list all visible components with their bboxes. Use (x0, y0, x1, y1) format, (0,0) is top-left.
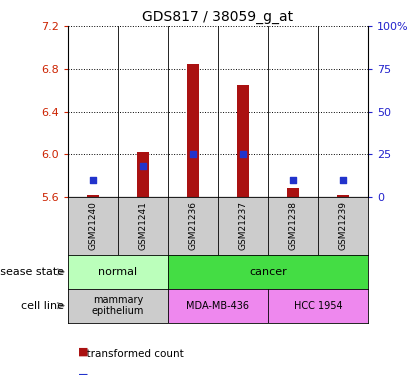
Bar (136, 152, 149, 197)
Bar (68, 255, 168, 289)
Point (240, 151, 246, 157)
Text: GSM21237: GSM21237 (238, 201, 247, 250)
Bar (337, 195, 349, 197)
Text: normal: normal (98, 267, 137, 277)
Text: GSM21236: GSM21236 (188, 201, 197, 250)
Point (290, 177, 296, 183)
Bar (237, 85, 249, 197)
Text: cancer: cancer (249, 267, 287, 277)
Text: disease state: disease state (0, 267, 64, 277)
Bar (187, 64, 199, 197)
Text: ■: ■ (78, 347, 89, 357)
Bar (87, 195, 99, 197)
Text: transformed count: transformed count (80, 349, 184, 359)
Title: GDS817 / 38059_g_at: GDS817 / 38059_g_at (142, 10, 293, 24)
Text: HCC 1954: HCC 1954 (293, 301, 342, 310)
Bar (168, 289, 268, 322)
Bar (286, 188, 299, 197)
Text: GSM21241: GSM21241 (139, 201, 147, 250)
Bar (268, 289, 368, 322)
Text: GSM21238: GSM21238 (289, 201, 297, 250)
Point (90, 177, 96, 183)
Point (189, 151, 196, 157)
Point (140, 163, 146, 169)
Text: MDA-MB-436: MDA-MB-436 (186, 301, 249, 310)
Text: cell line: cell line (21, 301, 64, 310)
Bar (168, 255, 368, 289)
Point (339, 177, 346, 183)
Text: ■: ■ (78, 373, 89, 375)
Bar (68, 289, 168, 322)
Text: GSM21240: GSM21240 (88, 201, 97, 250)
Text: GSM21239: GSM21239 (338, 201, 347, 250)
Text: mammary
epithelium: mammary epithelium (92, 295, 144, 316)
